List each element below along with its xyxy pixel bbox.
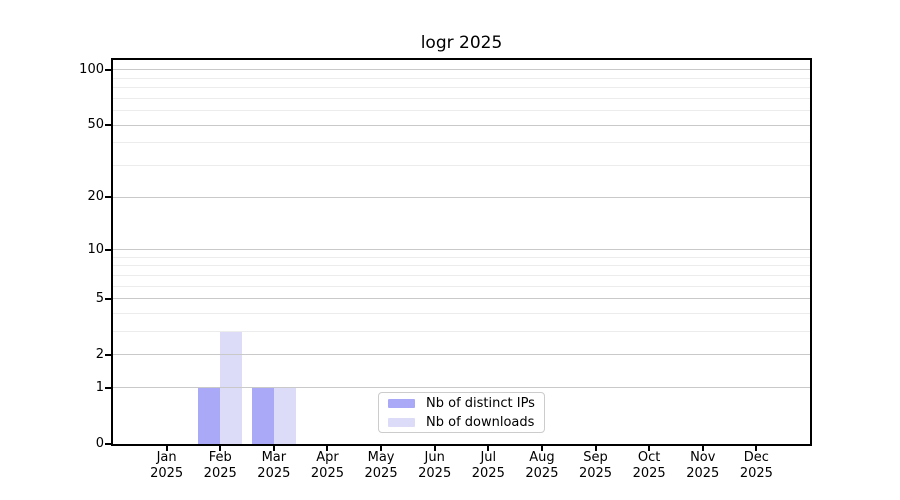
y-tick-10 (105, 248, 111, 251)
legend-swatch-distinct-ips (388, 398, 415, 408)
bar-feb-distinct-ips (198, 387, 221, 444)
x-tick-month-text: Apr (316, 450, 339, 465)
x-tick-year-text: 2025 (310, 466, 344, 481)
x-tick-month-text: Jan (156, 450, 177, 465)
y-gridline-major-50 (113, 124, 810, 126)
x-tick-month-text: Sep (583, 450, 608, 465)
x-tick-label-aug: Aug 2025 (510, 450, 574, 482)
x-tick-apr (326, 446, 329, 451)
x-tick-year-text: 2025 (418, 466, 452, 481)
x-tick-jun (433, 446, 436, 451)
x-tick-month-text: Nov (690, 450, 716, 465)
x-tick-label-jan: Jan 2025 (135, 450, 199, 482)
y-tick-label-5: 5 (95, 290, 104, 306)
y-gridline-major-100 (113, 69, 810, 71)
x-tick-month-text: Dec (743, 450, 769, 465)
x-tick-month-text: Aug (529, 450, 555, 465)
legend: Nb of distinct IPs Nb of downloads (378, 392, 545, 433)
x-tick-year-text: 2025 (686, 466, 720, 481)
bar-mar-distinct-ips (251, 387, 274, 444)
y-tick-5 (105, 297, 111, 300)
y-tick-label-100: 100 (79, 61, 104, 77)
y-gridline-minor-30 (113, 165, 810, 167)
x-tick-year-text: 2025 (578, 466, 613, 481)
x-tick-month-text: Mar (261, 450, 287, 465)
x-tick-year-text: 2025 (150, 466, 184, 481)
y-tick-100 (105, 68, 111, 71)
y-tick-2 (105, 353, 111, 356)
x-tick-sep (594, 446, 597, 451)
y-gridline-minor-80 (113, 87, 810, 89)
y-tick-50 (105, 124, 111, 127)
y-gridline-minor-8 (113, 265, 810, 267)
y-gridline-minor-3 (113, 331, 810, 333)
x-tick-label-jun: Jun 2025 (403, 450, 467, 482)
y-gridline-minor-70 (113, 97, 810, 99)
x-tick-feb (219, 446, 222, 451)
x-tick-month-text: Oct (637, 450, 661, 465)
x-tick-mar (272, 446, 275, 451)
y-tick-label-20: 20 (87, 189, 104, 205)
y-gridline-minor-7 (113, 274, 810, 276)
x-tick-label-feb: Feb 2025 (188, 450, 252, 482)
x-tick-jul (487, 446, 490, 451)
x-tick-label-mar: Mar 2025 (242, 450, 306, 482)
x-tick-label-apr: Apr 2025 (295, 450, 359, 482)
y-gridline-minor-90 (113, 77, 810, 79)
x-tick-may (380, 446, 383, 451)
x-tick-dec (755, 446, 758, 451)
x-tick-label-nov: Nov 2025 (671, 450, 735, 482)
y-gridline-minor-9 (113, 256, 810, 258)
x-tick-year-text: 2025 (739, 466, 773, 481)
y-tick-label-50: 50 (87, 117, 104, 133)
x-tick-year-text: 2025 (257, 466, 291, 481)
y-gridline-major-5 (113, 298, 810, 300)
x-tick-year-text: 2025 (632, 466, 666, 481)
x-tick-month-text: Feb (208, 450, 232, 465)
legend-row-downloads: Nb of downloads (388, 415, 544, 430)
y-tick-label-2: 2 (95, 346, 104, 362)
x-tick-nov (701, 446, 704, 451)
y-gridline-major-20 (113, 196, 810, 198)
y-gridline-minor-4 (113, 313, 810, 314)
x-tick-jan (165, 446, 168, 451)
x-tick-oct (648, 446, 651, 451)
y-gridline-major-2 (113, 354, 810, 356)
x-tick-label-jul: Jul 2025 (456, 450, 520, 482)
chart-title: logr 2025 (420, 33, 503, 53)
x-tick-month-text: May (367, 450, 395, 465)
x-tick-year-text: 2025 (525, 466, 559, 481)
x-tick-year-text: 2025 (364, 466, 398, 481)
x-tick-label-dec: Dec 2025 (724, 450, 788, 482)
legend-row-distinct-ips: Nb of distinct IPs (388, 396, 544, 411)
y-gridline-major-10 (113, 249, 810, 251)
x-tick-year-text: 2025 (471, 466, 505, 481)
x-tick-label-sep: Sep 2025 (564, 450, 628, 482)
x-tick-month-text: Jul (480, 450, 497, 465)
y-tick-1 (105, 386, 111, 389)
y-tick-20 (105, 196, 111, 199)
y-tick-label-0: 0 (95, 436, 104, 451)
y-tick-label-10: 10 (87, 241, 104, 257)
x-tick-year-text: 2025 (203, 466, 237, 481)
y-gridline-major-1 (113, 387, 810, 389)
x-tick-label-oct: Oct 2025 (617, 450, 681, 482)
y-gridline-minor-6 (113, 285, 810, 287)
legend-label-downloads: Nb of downloads (426, 414, 535, 430)
bar-mar-downloads (273, 387, 296, 444)
y-gridline-minor-40 (113, 142, 810, 144)
x-tick-aug (540, 446, 543, 451)
x-tick-month-text: Jun (424, 450, 445, 465)
x-tick-label-may: May 2025 (349, 450, 413, 482)
legend-label-distinct-ips: Nb of distinct IPs (426, 395, 535, 411)
y-tick-0 (105, 443, 111, 445)
y-gridline-minor-60 (113, 110, 810, 112)
legend-swatch-downloads (388, 417, 415, 427)
y-tick-label-1: 1 (95, 379, 104, 395)
